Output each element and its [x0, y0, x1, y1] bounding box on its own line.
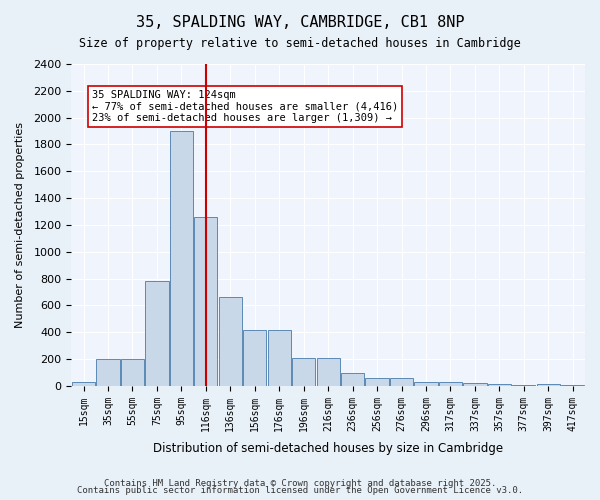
Bar — [317, 358, 340, 386]
Bar — [439, 382, 462, 386]
Bar — [97, 359, 119, 386]
Bar — [390, 378, 413, 386]
Bar — [268, 330, 291, 386]
Bar — [488, 384, 511, 386]
Bar — [365, 378, 389, 386]
Bar — [218, 298, 242, 386]
Bar — [145, 282, 169, 386]
Text: 35, SPALDING WAY, CAMBRIDGE, CB1 8NP: 35, SPALDING WAY, CAMBRIDGE, CB1 8NP — [136, 15, 464, 30]
Text: Size of property relative to semi-detached houses in Cambridge: Size of property relative to semi-detach… — [79, 38, 521, 51]
Y-axis label: Number of semi-detached properties: Number of semi-detached properties — [15, 122, 25, 328]
Bar — [415, 382, 437, 386]
Bar — [341, 372, 364, 386]
Text: 35 SPALDING WAY: 124sqm
← 77% of semi-detached houses are smaller (4,416)
23% of: 35 SPALDING WAY: 124sqm ← 77% of semi-de… — [92, 90, 398, 123]
X-axis label: Distribution of semi-detached houses by size in Cambridge: Distribution of semi-detached houses by … — [153, 442, 503, 455]
Bar — [121, 359, 144, 386]
Bar — [243, 330, 266, 386]
Bar — [512, 384, 535, 386]
Bar — [463, 383, 487, 386]
Text: Contains HM Land Registry data © Crown copyright and database right 2025.: Contains HM Land Registry data © Crown c… — [104, 478, 496, 488]
Bar — [561, 385, 584, 386]
Text: Contains public sector information licensed under the Open Government Licence v3: Contains public sector information licen… — [77, 486, 523, 495]
Bar — [194, 217, 217, 386]
Bar — [170, 131, 193, 386]
Bar — [72, 382, 95, 386]
Bar — [536, 384, 560, 386]
Bar — [292, 358, 316, 386]
